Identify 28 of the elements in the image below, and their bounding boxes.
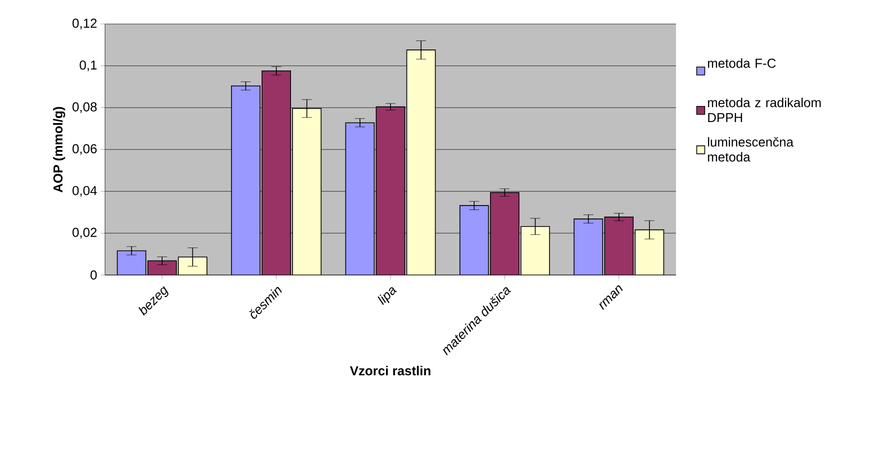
bar — [520, 226, 550, 275]
legend-label: metoda z radikalom DPPH — [708, 98, 821, 122]
y-tick-label: 0,12 — [72, 18, 97, 30]
bar — [490, 192, 519, 275]
y-tick-label: 0,02 — [72, 228, 97, 239]
x-tick-label: lipa — [378, 287, 397, 305]
bar — [231, 86, 260, 275]
x-axis-title: Vzorci rastlin — [350, 366, 430, 376]
legend-label: metoda F-C — [708, 58, 776, 68]
y-tick-label: 0,06 — [72, 144, 97, 155]
y-axis-title: AOP (mmol/g) — [53, 106, 66, 192]
bar — [460, 206, 488, 275]
y-tick-label: 0 — [90, 270, 97, 280]
y-tick-label: 0,04 — [72, 186, 97, 197]
bar — [406, 50, 436, 275]
y-tick-label: 0,1 — [80, 60, 97, 72]
bar — [117, 250, 146, 275]
bar — [292, 108, 322, 275]
bar — [178, 257, 207, 275]
legend-label: luminescenčna metoda — [708, 137, 794, 162]
bar — [346, 122, 374, 275]
bar — [634, 229, 664, 275]
bar — [574, 218, 604, 275]
y-tick-label: 0,08 — [72, 102, 97, 114]
bar — [262, 70, 291, 275]
bar — [604, 216, 634, 275]
bar — [376, 106, 405, 275]
bar — [148, 260, 176, 275]
